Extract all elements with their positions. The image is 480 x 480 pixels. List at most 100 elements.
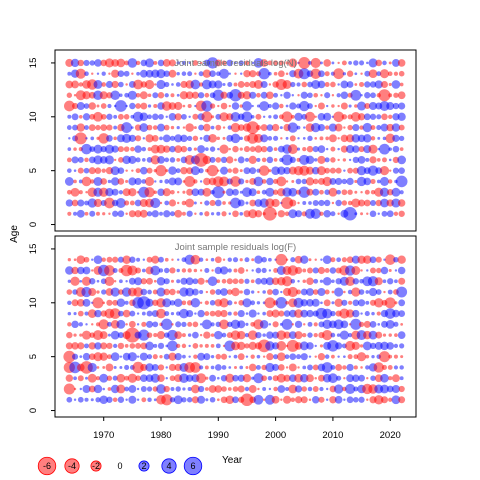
residual-bubble	[210, 354, 215, 359]
residual-bubble	[285, 72, 289, 75]
residual-bubble	[139, 91, 148, 100]
residual-bubble	[283, 374, 291, 382]
residual-bubble	[279, 126, 283, 130]
residual-bubble	[330, 365, 336, 370]
residual-bubble	[122, 188, 131, 197]
residual-bubble	[122, 133, 132, 143]
residual-bubble	[124, 92, 129, 98]
y-tick-label: 0	[28, 408, 39, 413]
residual-bubble	[239, 211, 244, 216]
residual-bubble	[273, 135, 279, 141]
residual-bubble	[258, 165, 270, 176]
residual-bubble	[118, 81, 124, 88]
residual-bubble	[161, 101, 172, 111]
residual-bubble	[111, 188, 119, 196]
residual-bubble	[333, 319, 344, 330]
residual-bubble	[261, 145, 268, 153]
residual-bubble	[88, 124, 96, 131]
residual-bubble	[221, 353, 228, 360]
residual-bubble	[277, 70, 285, 78]
residual-bubble	[353, 386, 359, 392]
residual-bubble	[294, 385, 303, 393]
residual-bubble	[168, 166, 177, 175]
residual-bubble	[203, 123, 211, 132]
residual-bubble	[66, 157, 72, 163]
residual-bubble	[251, 104, 254, 108]
residual-bubble	[261, 179, 267, 184]
residual-bubble	[187, 321, 193, 327]
residual-bubble	[159, 179, 163, 184]
residual-bubble	[281, 154, 293, 166]
residual-bubble	[222, 201, 226, 205]
residual-bubble	[204, 267, 210, 274]
residual-bubble	[261, 157, 267, 163]
residual-bubble	[340, 320, 349, 329]
residual-bubble	[371, 311, 375, 316]
residual-bubble	[94, 167, 102, 174]
residual-bubble	[378, 351, 391, 363]
residual-bubble	[308, 201, 312, 205]
residual-bubble	[220, 396, 228, 404]
residual-bubble	[369, 210, 377, 218]
residual-bubble	[217, 104, 220, 108]
residual-bubble	[371, 354, 375, 359]
residual-bubble	[368, 330, 378, 340]
residual-bubble	[102, 212, 106, 216]
residual-bubble	[369, 320, 377, 328]
residual-bubble	[131, 169, 134, 172]
residual-bubble	[242, 298, 252, 308]
residual-bubble	[334, 298, 343, 307]
residual-bubble	[221, 332, 227, 338]
residual-bubble	[243, 70, 251, 78]
residual-bubble	[156, 144, 166, 154]
residual-bubble	[71, 299, 79, 307]
residual-bubble	[360, 366, 363, 369]
residual-bubble	[382, 333, 387, 337]
residual-bubble	[368, 69, 378, 79]
residual-bubble	[227, 387, 232, 391]
residual-bubble	[294, 266, 303, 275]
residual-bubble	[93, 144, 103, 154]
residual-bubble	[324, 167, 331, 174]
residual-bubble	[248, 309, 257, 318]
residual-bubble	[156, 69, 166, 79]
residual-bubble	[232, 278, 239, 285]
residual-bubble	[318, 70, 325, 78]
residual-bubble	[392, 167, 399, 174]
residual-bubble	[180, 145, 188, 153]
residual-bubble	[374, 395, 384, 405]
residual-bubble	[312, 146, 319, 153]
residual-bubble	[382, 279, 387, 284]
residual-bubble	[329, 396, 337, 404]
residual-bubble	[106, 299, 113, 306]
residual-bubble	[273, 92, 279, 98]
residual-bubble	[138, 329, 150, 341]
residual-bubble	[83, 103, 90, 109]
residual-bubble	[248, 341, 257, 350]
residual-bubble	[117, 167, 125, 174]
residual-bubble	[340, 91, 349, 100]
residual-bubble	[398, 396, 406, 404]
residual-bubble	[356, 176, 367, 187]
residual-bubble	[90, 136, 95, 141]
residual-bubble	[331, 301, 335, 305]
residual-bubble	[155, 165, 167, 177]
residual-bubble	[222, 82, 226, 86]
residual-bubble	[140, 166, 148, 175]
residual-bubble	[82, 113, 91, 121]
residual-bubble	[388, 93, 393, 98]
residual-bubble	[268, 169, 272, 173]
residual-bubble	[165, 115, 168, 119]
residual-bubble	[104, 265, 115, 276]
residual-bubble	[89, 60, 95, 66]
residual-bubble	[106, 342, 113, 350]
residual-bubble	[132, 361, 144, 374]
residual-bubble	[63, 350, 76, 363]
residual-bubble	[119, 365, 123, 369]
residual-bubble	[280, 94, 283, 97]
residual-bubble	[331, 104, 335, 108]
residual-bubble	[336, 333, 341, 337]
residual-bubble	[279, 103, 284, 109]
residual-bubble	[128, 177, 137, 186]
residual-bubble	[204, 365, 209, 370]
